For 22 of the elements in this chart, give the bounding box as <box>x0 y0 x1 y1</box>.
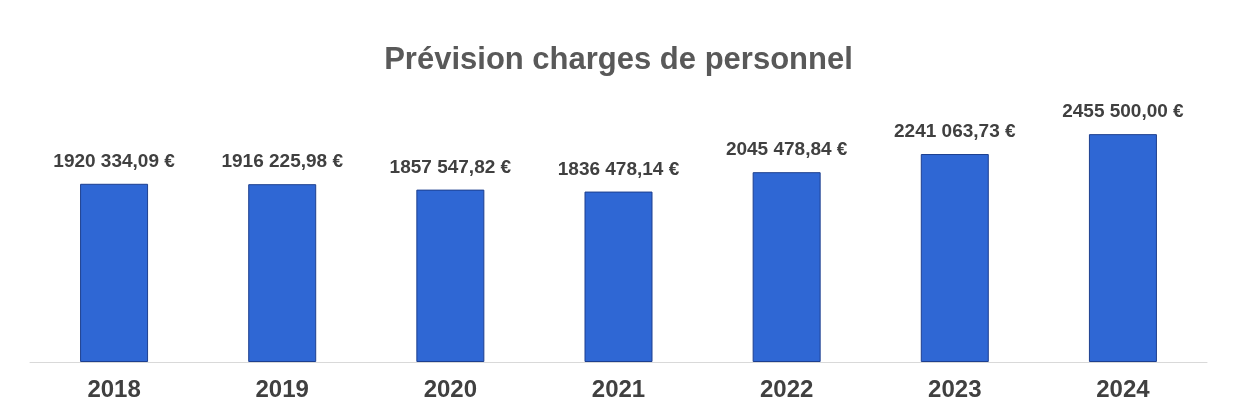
data-label: 1916 225,98 € <box>221 150 344 172</box>
bar <box>416 189 485 362</box>
bar <box>584 191 653 362</box>
bar <box>1088 134 1157 362</box>
bar <box>248 184 317 362</box>
x-tick-label: 2023 <box>928 374 982 402</box>
x-tick-label: 2020 <box>423 374 478 402</box>
data-label: 1857 547,82 € <box>389 155 512 177</box>
data-label: 1836 478,14 € <box>557 157 680 179</box>
data-label: 2241 063,73 € <box>894 120 1016 142</box>
bar <box>752 172 821 362</box>
data-label: 1920 334,09 € <box>53 149 176 171</box>
chart-title: Prévision charges de personnel <box>384 41 853 76</box>
x-tick-label: 2018 <box>87 374 141 402</box>
bar <box>920 154 989 362</box>
x-tick-label: 2022 <box>759 374 814 402</box>
x-tick-label: 2024 <box>1096 374 1151 402</box>
x-tick-label: 2021 <box>591 374 646 402</box>
data-label: 2045 478,84 € <box>725 138 848 160</box>
x-tick-label: 2019 <box>255 374 309 402</box>
data-label: 2455 500,00 € <box>1062 100 1185 122</box>
bar <box>80 183 149 362</box>
